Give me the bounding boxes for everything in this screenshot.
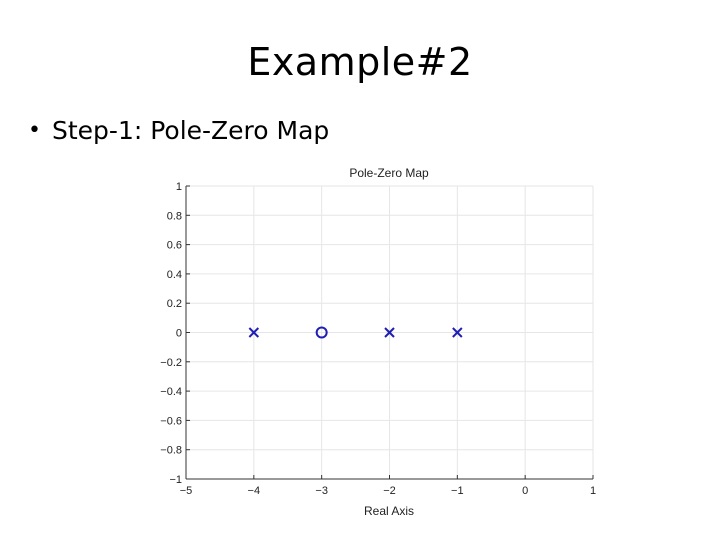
x-tick-label: 1 [590, 485, 596, 497]
y-tick-label: −0.2 [160, 357, 182, 369]
bullet-icon: • [28, 118, 41, 143]
x-tick-label: −4 [248, 485, 261, 497]
pole-marker [452, 327, 463, 338]
y-tick-label: 0.6 [167, 240, 182, 252]
pole-marker [248, 327, 260, 338]
slide-title: Example#2 [247, 40, 473, 84]
x-axis-label: Real Axis [364, 504, 414, 518]
zero-marker [315, 326, 328, 339]
y-tick-label: −0.8 [160, 445, 182, 457]
x-tick-label: −5 [180, 485, 193, 497]
y-tick-label: 0.8 [167, 210, 182, 222]
y-tick-label: 0.2 [167, 298, 182, 310]
bullet-text: Step-1: Pole-Zero Map [52, 116, 330, 145]
y-tick-label: −0.6 [160, 415, 182, 427]
x-tick-label: −2 [383, 485, 396, 497]
y-tick-label: −1 [169, 474, 182, 486]
y-tick-label: 1 [176, 181, 182, 193]
pole-marker [384, 327, 395, 338]
bullet-item: • Step-1: Pole-Zero Map [28, 116, 329, 145]
y-tick-label: 0 [176, 328, 182, 340]
x-tick-label: 0 [522, 485, 528, 497]
y-tick-label: −0.4 [160, 386, 182, 398]
y-tick-label: 0.4 [167, 269, 182, 281]
x-tick-label: −1 [451, 485, 464, 497]
x-tick-label: −3 [315, 485, 328, 497]
chart-title: Pole-Zero Map [349, 166, 429, 180]
